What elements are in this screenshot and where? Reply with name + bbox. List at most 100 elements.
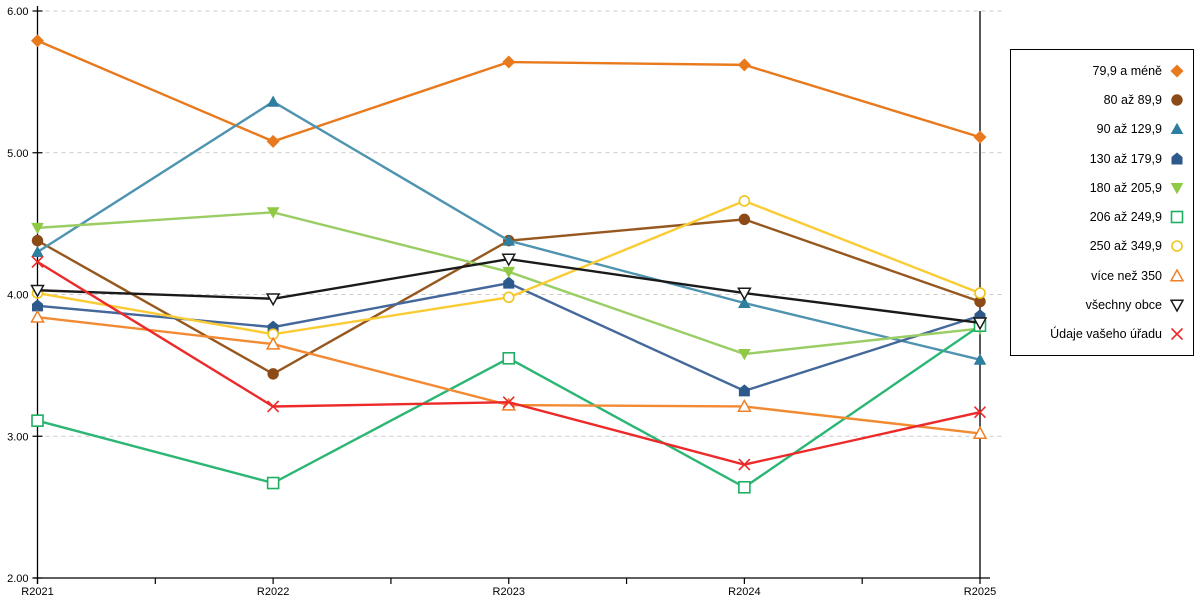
legend-item-label: 130 až 179,9 xyxy=(1089,151,1162,166)
triangle-down-hollow-marker xyxy=(30,284,45,298)
triangle-down-hollow-marker xyxy=(737,287,752,301)
diamond-marker xyxy=(1170,64,1184,78)
series-triangle-down-hollow xyxy=(30,253,988,331)
triangle-up-marker xyxy=(266,95,280,107)
x-tick-label: R2023 xyxy=(493,586,525,598)
legend-item-label: všechny obce xyxy=(1085,297,1162,312)
series-triangle-down xyxy=(31,207,987,361)
diamond-icon xyxy=(1170,64,1184,78)
triangle-down-marker xyxy=(31,222,44,235)
pentagon-marker xyxy=(503,276,515,289)
triangle-down-hollow-icon xyxy=(1169,299,1185,313)
diamond-marker xyxy=(31,34,44,48)
pentagon-marker xyxy=(738,384,750,397)
circle-hollow-icon xyxy=(1171,240,1183,253)
series-triangle-up-hollow xyxy=(30,309,988,439)
pentagon-marker xyxy=(32,299,43,312)
legend-item-label: 206 až 249,9 xyxy=(1089,210,1162,225)
triangle-up-marker xyxy=(1170,123,1184,135)
series-line xyxy=(37,315,981,435)
triangle-up-hollow-marker xyxy=(737,398,752,413)
triangle-down-hollow-marker xyxy=(972,317,988,331)
x-marker xyxy=(738,458,751,471)
x-icon xyxy=(1170,327,1184,341)
circle-hollow-marker xyxy=(974,287,986,299)
square-hollow-icon xyxy=(1170,210,1184,224)
circle-marker xyxy=(267,368,279,380)
triangle-up-marker xyxy=(502,234,516,246)
circle-marker xyxy=(1171,94,1183,106)
x-marker xyxy=(973,406,987,419)
triangle-up-marker xyxy=(31,245,44,257)
triangle-down-hollow-marker xyxy=(1169,299,1185,313)
legend-item-label: 180 až 205,9 xyxy=(1089,180,1162,195)
series-triangle-up xyxy=(31,95,987,365)
legend-item-label: více než 350 xyxy=(1091,268,1162,283)
legend-item: 80 až 89,9 xyxy=(1017,90,1185,110)
y-tick-label: 5.00 xyxy=(7,148,28,160)
square-hollow-marker xyxy=(31,414,44,427)
legend-item-label: 90 až 129,9 xyxy=(1096,122,1162,137)
legend-item: 130 až 179,9 xyxy=(1017,149,1185,169)
legend-item: 180 až 205,9 xyxy=(1017,178,1185,198)
square-hollow-marker xyxy=(1170,210,1184,224)
triangle-up-marker xyxy=(738,296,751,309)
circle-marker xyxy=(31,234,44,247)
legend-item-label: 79,9 a méně xyxy=(1092,64,1163,78)
legend: 79,9 a méně 80 až 89,9 90 až 129,9 130 až 1… xyxy=(1010,49,1194,356)
circle-hollow-marker xyxy=(1171,240,1183,253)
x-tick-label: R2021 xyxy=(21,586,53,598)
x-tick-label: R2024 xyxy=(728,586,760,598)
x-tick-label: R2025 xyxy=(964,586,996,598)
triangle-up-icon xyxy=(1170,123,1184,135)
series-diamond xyxy=(31,34,987,148)
triangle-up-hollow-icon xyxy=(1169,267,1185,282)
circle-icon xyxy=(1171,94,1183,106)
x-marker xyxy=(502,396,515,409)
triangle-down-marker xyxy=(266,207,280,219)
x-marker xyxy=(1170,327,1184,341)
triangle-up-hollow-marker xyxy=(30,309,45,323)
legend-item: 250 až 349,9 xyxy=(1017,236,1185,256)
triangle-up-marker xyxy=(973,353,987,365)
square-hollow-marker xyxy=(266,476,280,490)
triangle-down-marker xyxy=(1170,182,1184,195)
triangle-down-hollow-marker xyxy=(501,253,517,267)
legend-item: více než 350 xyxy=(1017,266,1185,286)
legend-item: Údaje vašeho úřadu xyxy=(1017,324,1185,344)
y-tick-label: 2.00 xyxy=(7,573,28,585)
y-tick-label: 3.00 xyxy=(7,431,28,443)
square-hollow-marker xyxy=(738,480,751,494)
circle-marker xyxy=(974,295,986,308)
pentagon-icon xyxy=(1171,152,1183,165)
triangle-down-marker xyxy=(502,266,516,279)
legend-item: 79,9 a méně xyxy=(1017,61,1185,81)
diamond-marker xyxy=(266,134,280,148)
triangle-down-icon xyxy=(1170,182,1184,195)
legend-item: 206 až 249,9 xyxy=(1017,207,1185,227)
legend-item: všechny obce xyxy=(1017,295,1185,315)
legend-item-label: 80 až 89,9 xyxy=(1103,93,1162,108)
diamond-marker xyxy=(737,58,751,72)
legend-item: 90 až 129,9 xyxy=(1017,119,1185,139)
pentagon-marker xyxy=(1171,152,1183,165)
y-tick-label: 6.00 xyxy=(7,6,28,18)
circle-hollow-marker xyxy=(738,195,751,207)
x-marker xyxy=(267,400,280,413)
triangle-up-hollow-marker xyxy=(265,336,281,350)
square-hollow-marker xyxy=(502,351,516,365)
legend-item-label: 250 až 349,9 xyxy=(1089,239,1162,254)
legend-item-label: Údaje vašeho úřadu xyxy=(1050,326,1162,341)
triangle-down-hollow-marker xyxy=(265,293,281,307)
y-tick-label: 4.00 xyxy=(7,290,28,302)
triangle-down-marker xyxy=(738,349,751,361)
circle-marker xyxy=(738,213,751,226)
series-x xyxy=(31,255,987,471)
triangle-up-hollow-marker xyxy=(1169,267,1185,282)
diamond-marker xyxy=(973,130,987,144)
x-marker xyxy=(31,255,44,268)
circle-hollow-marker xyxy=(502,291,515,304)
diamond-marker xyxy=(502,55,516,69)
